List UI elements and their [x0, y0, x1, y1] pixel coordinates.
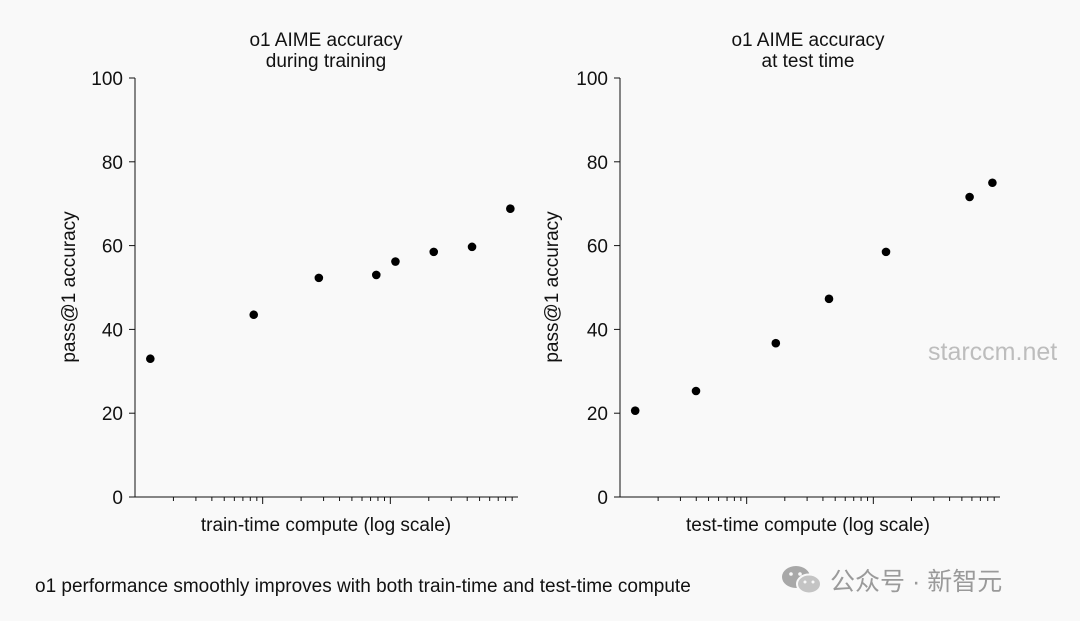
site-watermark: starccm.net: [928, 338, 1058, 366]
data-point: [429, 247, 439, 257]
data-point: [371, 270, 381, 280]
data-point: [691, 386, 701, 396]
data-point: [146, 354, 155, 364]
y-axis-label: pass@1 accuracy: [542, 211, 563, 363]
chart-title-line-2: at test time: [762, 51, 855, 72]
data-point: [988, 178, 997, 188]
data-point: [630, 406, 640, 415]
data-point: [467, 242, 477, 252]
y-tick-label: 40: [587, 320, 608, 341]
y-tick-label: 20: [587, 404, 608, 425]
brand-watermark-text: 公众号 · 新智元: [830, 568, 1003, 596]
y-tick-label: 100: [576, 69, 608, 90]
data-point: [824, 294, 834, 304]
y-ticks: 0 20 40 60 80 100: [576, 69, 620, 509]
x-ticks: [172, 497, 513, 504]
data-points: [630, 178, 997, 415]
data-point: [771, 338, 781, 348]
y-tick-label: 80: [587, 153, 608, 174]
data-points: [146, 204, 515, 364]
chart-test: o1 AIME accuracy at test time 0 20 40 60 80 1…: [542, 30, 1000, 536]
y-ticks: 0 20 40 60 80 100: [91, 69, 135, 509]
chart-title-line-1: o1 AIME accuracy: [249, 30, 403, 51]
y-tick-label: 60: [102, 237, 123, 258]
chart-title-line-1: o1 AIME accuracy: [731, 30, 885, 51]
data-point: [391, 257, 400, 266]
wechat-icon: [782, 566, 822, 595]
y-tick-label: 80: [102, 153, 123, 174]
y-axis-label: pass@1 accuracy: [59, 211, 80, 363]
x-axis-label: test-time compute (log scale): [686, 515, 930, 536]
y-tick-label: 60: [587, 237, 608, 258]
y-tick-label: 40: [102, 320, 123, 341]
chart-train: o1 AIME accuracy during training 0 20 40 60…: [59, 30, 518, 536]
data-point: [881, 247, 891, 257]
data-point: [249, 310, 259, 320]
data-point: [506, 204, 515, 214]
brand-watermark: 公众号 · 新智元: [780, 562, 1002, 598]
x-axis-label: train-time compute (log scale): [201, 515, 451, 536]
figure-caption: o1 performance smoothly improves with bo…: [35, 576, 691, 597]
data-point: [965, 192, 974, 202]
data-point: [314, 273, 324, 283]
y-tick-label: 0: [112, 488, 123, 509]
y-tick-label: 0: [597, 488, 608, 509]
y-tick-label: 20: [102, 404, 123, 425]
y-tick-label: 100: [91, 69, 123, 90]
x-ticks: [657, 497, 995, 504]
chart-title-line-2: during training: [266, 51, 386, 72]
